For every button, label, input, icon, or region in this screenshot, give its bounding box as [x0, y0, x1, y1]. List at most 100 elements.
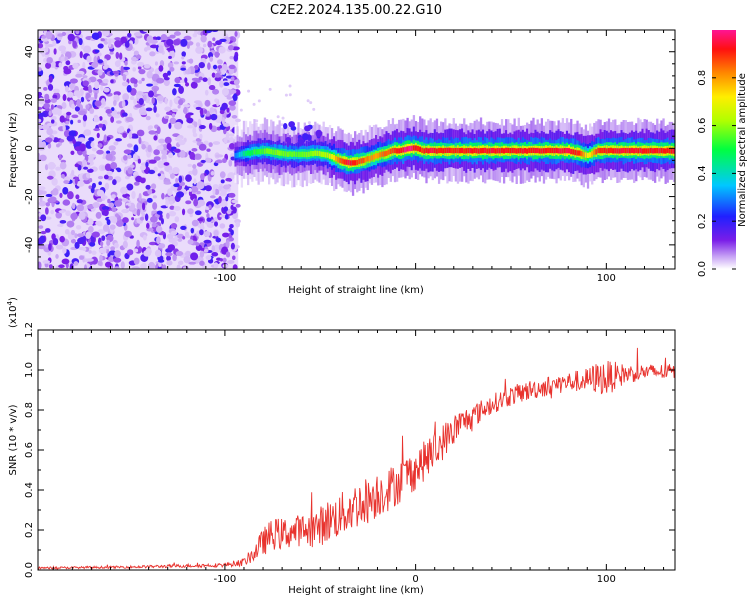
- noise-blob: [212, 64, 218, 70]
- noise-blob: [223, 122, 230, 127]
- noise-blob: [102, 224, 110, 232]
- noise-blob: [87, 168, 94, 173]
- noise-blob: [59, 220, 67, 224]
- noise-blob: [51, 177, 58, 186]
- noise-blob: [206, 212, 210, 219]
- noise-blob: [169, 66, 175, 72]
- noise-blob: [255, 119, 259, 123]
- noise-blob: [203, 249, 209, 253]
- noise-blob: [45, 193, 53, 198]
- noise-blob: [136, 129, 145, 137]
- noise-blob: [60, 173, 65, 179]
- ridge-cell: [337, 157, 340, 163]
- noise-blob: [70, 119, 74, 125]
- x-tick-label: 100: [597, 273, 616, 284]
- noise-blob: [85, 140, 93, 149]
- noise-blob: [184, 77, 188, 84]
- noise-blob: [45, 216, 52, 220]
- noise-blob: [196, 181, 205, 190]
- ridge-cell: [614, 148, 617, 154]
- noise-blob: [223, 137, 228, 144]
- noise-blob: [166, 212, 170, 220]
- y-tick-label: 0.6: [24, 442, 35, 458]
- noise-blob: [161, 192, 165, 200]
- ridge-cell: [253, 149, 256, 155]
- noise-blob: [58, 154, 62, 161]
- ridge-cell: [477, 148, 481, 154]
- noise-blob: [203, 43, 207, 48]
- noise-blob: [70, 212, 78, 220]
- noise-blob: [156, 236, 161, 245]
- noise-blob: [169, 117, 177, 125]
- noise-blob: [218, 196, 222, 204]
- ridge-cell: [647, 148, 651, 154]
- noise-blob: [73, 90, 81, 97]
- noise-blob: [220, 187, 227, 195]
- ridge-cell: [496, 148, 499, 154]
- ridge-cell: [398, 148, 401, 154]
- noise-blob: [97, 59, 104, 64]
- ridge-cell: [285, 136, 292, 143]
- ridge-cell: [586, 152, 590, 159]
- noise-blob: [209, 56, 214, 62]
- noise-blob: [228, 89, 237, 95]
- ridge-cell: [580, 150, 583, 157]
- ridge-cell: [370, 155, 374, 161]
- noise-blob: [71, 103, 75, 109]
- noise-blob: [165, 115, 170, 120]
- noise-blob: [75, 224, 82, 230]
- noise-blob: [208, 122, 213, 130]
- noise-blob: [309, 101, 313, 105]
- ridge-cell: [288, 121, 296, 128]
- noise-blob: [181, 61, 186, 65]
- ridge-cell: [343, 159, 346, 165]
- noise-blob: [111, 194, 116, 199]
- noise-blob: [190, 227, 195, 234]
- ridge-cell: [616, 148, 619, 154]
- noise-blob: [67, 33, 75, 42]
- noise-blob: [178, 175, 183, 183]
- noise-blob: [62, 124, 66, 132]
- ridge-cell: [322, 151, 325, 158]
- ridge-cell: [635, 147, 638, 154]
- noise-blob: [164, 97, 168, 105]
- noise-blob: [213, 262, 219, 269]
- noise-blob: [235, 203, 241, 208]
- noise-blob: [188, 58, 194, 64]
- ridge-cell: [406, 146, 409, 152]
- noise-blob: [148, 159, 157, 164]
- noise-blob: [94, 81, 100, 90]
- noise-blob: [114, 250, 121, 258]
- ridge-cell: [377, 153, 380, 159]
- noise-blob: [149, 51, 156, 57]
- noise-blob: [82, 75, 88, 79]
- noise-blob: [90, 234, 95, 243]
- ridge-cell: [595, 149, 598, 155]
- noise-blob: [228, 192, 236, 198]
- noise-blob: [183, 104, 191, 108]
- noise-blob: [223, 36, 231, 44]
- noise-blob: [39, 235, 46, 244]
- ridge-cell: [444, 147, 447, 154]
- noise-blob: [106, 150, 111, 155]
- noise-blob: [133, 98, 137, 106]
- noise-blob: [168, 169, 173, 175]
- ridge-cell: [291, 151, 294, 157]
- ridge-cell: [255, 149, 258, 155]
- noise-blob: [165, 198, 169, 207]
- noise-blob: [38, 200, 47, 207]
- noise-blob: [156, 77, 165, 84]
- noise-blob: [151, 222, 157, 228]
- noise-blob: [180, 67, 187, 71]
- noise-blob: [44, 93, 50, 101]
- ridge-cell: [268, 148, 271, 154]
- noise-blob: [148, 169, 156, 174]
- ridge-cell: [335, 156, 338, 162]
- spectrogram-panel: -100 100 -40 -20 0 20 40 Height of straight li…: [8, 29, 676, 296]
- noise-blob: [230, 204, 234, 210]
- noise-blob: [207, 40, 213, 48]
- noise-blob: [105, 108, 113, 114]
- noise-blob: [173, 31, 181, 36]
- noise-blob: [122, 66, 131, 71]
- noise-blob: [136, 239, 140, 248]
